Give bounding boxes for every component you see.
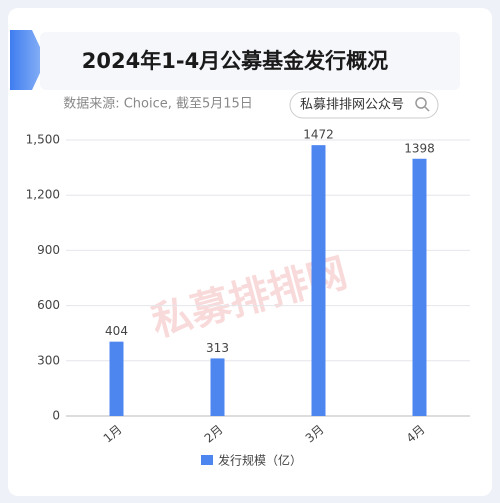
header-box: [40, 32, 460, 90]
value-label: 313: [206, 341, 229, 355]
value-label: 1472: [303, 128, 334, 142]
bar: [311, 145, 326, 417]
y-tick-label: 900: [37, 243, 60, 257]
y-tick-label: 0: [52, 409, 60, 423]
value-label: 404: [105, 324, 128, 338]
card: [8, 8, 492, 496]
y-tick-label: 300: [37, 353, 60, 367]
legend-label: 发行规模（亿）: [218, 453, 302, 468]
chart-title: 2024年1-4月公募基金发行概况: [82, 49, 388, 73]
bar: [109, 341, 124, 416]
bar: [210, 358, 225, 416]
search-text: 私募排排网公众号: [300, 98, 404, 113]
search-icon: [415, 97, 427, 109]
header-accent: [10, 30, 46, 90]
search-box[interactable]: [289, 91, 439, 119]
y-tick-label: 1,200: [26, 188, 60, 202]
y-tick-label: 600: [37, 298, 60, 312]
subtitle: 数据来源: Choice, 截至5月15日: [63, 97, 253, 112]
y-tick-label: 1,500: [26, 133, 60, 147]
legend-swatch: [201, 455, 213, 465]
search-icon: [424, 106, 430, 112]
value-label: 1398: [404, 141, 435, 155]
bar: [412, 158, 427, 416]
